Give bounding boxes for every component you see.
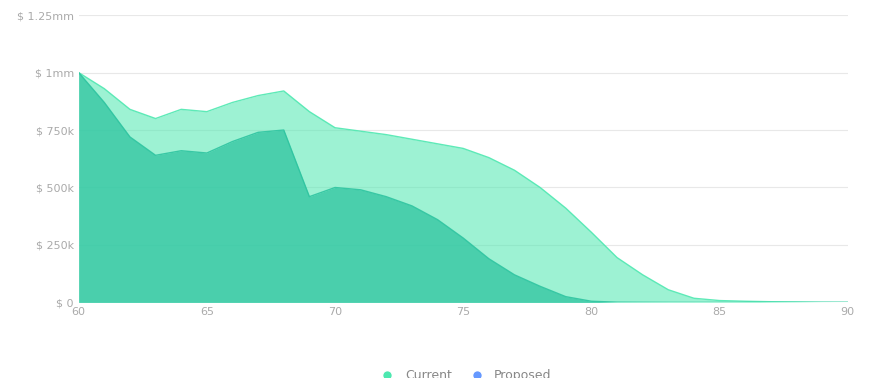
- Legend: Current, Proposed: Current, Proposed: [375, 369, 551, 378]
